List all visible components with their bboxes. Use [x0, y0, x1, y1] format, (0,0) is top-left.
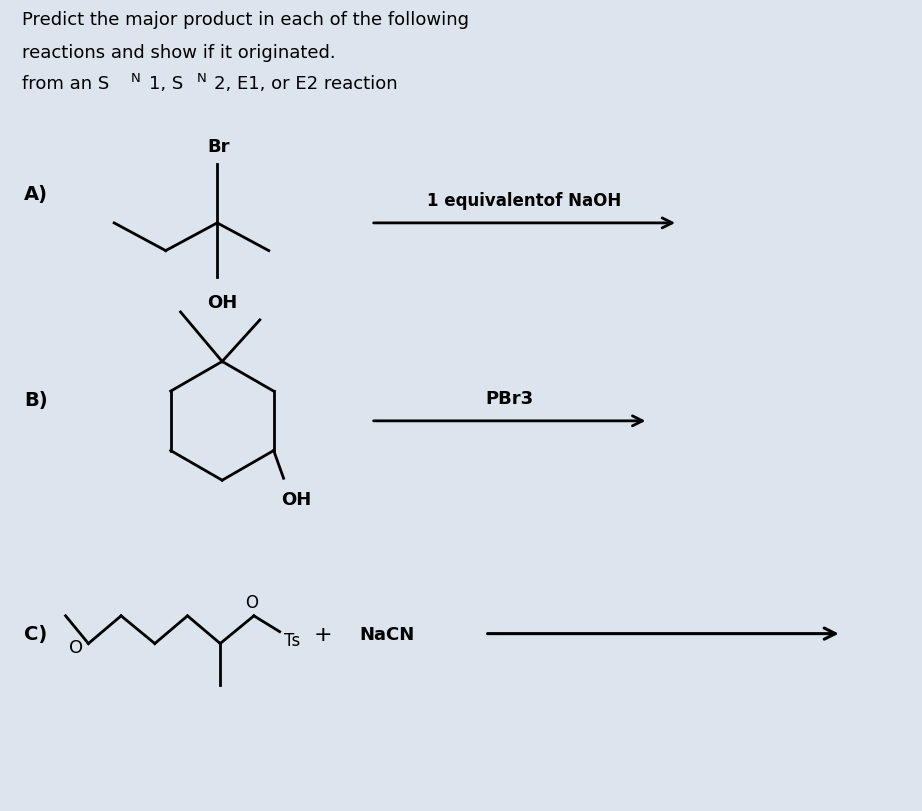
Text: OH: OH [207, 294, 238, 311]
Text: OH: OH [281, 491, 312, 508]
Text: N: N [196, 72, 207, 85]
Text: from an S: from an S [22, 75, 109, 93]
Text: +: + [314, 624, 333, 644]
Text: A): A) [24, 184, 48, 204]
Text: 2, E1, or E2 reaction: 2, E1, or E2 reaction [214, 75, 398, 93]
Text: O: O [245, 593, 258, 611]
Text: Predict the major product in each of the following: Predict the major product in each of the… [22, 11, 469, 29]
Text: C): C) [24, 624, 47, 643]
Text: O: O [69, 639, 84, 657]
Text: PBr3: PBr3 [486, 389, 534, 407]
Text: N: N [131, 72, 141, 85]
Text: Ts: Ts [284, 631, 300, 649]
Text: 1 equivalentof NaOH: 1 equivalentof NaOH [427, 191, 621, 210]
Text: Br: Br [207, 138, 230, 156]
Text: NaCN: NaCN [359, 624, 414, 643]
Text: reactions and show if it originated.: reactions and show if it originated. [22, 44, 336, 62]
Text: B): B) [24, 390, 48, 409]
Text: 1, S: 1, S [148, 75, 183, 93]
